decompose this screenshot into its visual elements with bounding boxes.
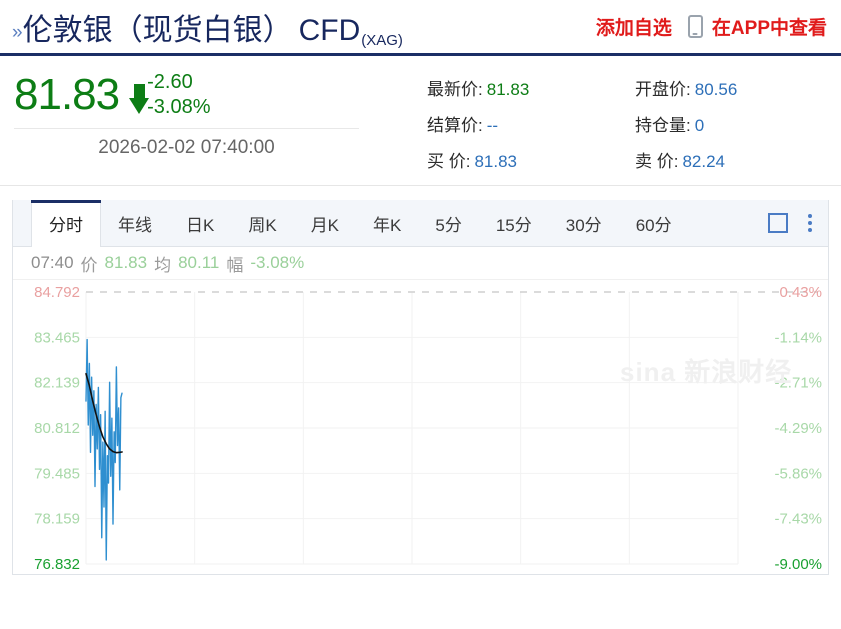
- field-value: 81.83: [486, 80, 530, 100]
- field-label: 持仓量:: [635, 115, 691, 135]
- tab-day-k[interactable]: 日K: [169, 200, 231, 246]
- field-bid-price: 买 价: 81.83: [415, 147, 623, 172]
- quote-time-wrap: 2026-02-02 07:40:00: [14, 128, 359, 159]
- tab-nianxian[interactable]: 年线: [101, 200, 169, 246]
- tab-label: 15分: [495, 215, 532, 235]
- last-price: 81.83: [14, 70, 120, 119]
- field-value: --: [486, 115, 499, 135]
- info-avg-value: 80.11: [178, 253, 220, 272]
- open-in-app-group[interactable]: 在APP中查看: [687, 13, 827, 40]
- fullscreen-icon[interactable]: [768, 213, 788, 233]
- quote-timestamp: 2026-02-02 07:40:00: [98, 137, 275, 158]
- field-label: 结算价:: [427, 115, 483, 135]
- quote-primary: 81.83 -2.60 -3.08% 2026-02-02 07:40:00: [0, 70, 415, 177]
- instrument-symbol: (XAG): [361, 31, 403, 49]
- quote-panel: 81.83 -2.60 -3.08% 2026-02-02 07:40:00 最…: [0, 56, 841, 186]
- tab-label: 60分: [635, 215, 672, 235]
- field-settlement-price: 结算价: --: [415, 111, 623, 136]
- tab-fenshi[interactable]: 分时: [31, 200, 101, 247]
- svg-text:78.159: 78.159: [34, 511, 80, 528]
- info-price-value: 81.83: [104, 253, 148, 272]
- instrument-name: 伦敦银（现货白银）: [22, 13, 293, 47]
- field-last-price: 最新价: 81.83: [415, 75, 623, 100]
- svg-text:0.43%: 0.43%: [779, 284, 822, 301]
- tab-30min[interactable]: 30分: [549, 200, 619, 246]
- tab-label: 年线: [118, 215, 152, 235]
- field-label: 卖 价:: [635, 151, 679, 171]
- chart-canvas: 84.792 0.43% 83.465 -1.14% 82.139 -2.71% 80.81…: [34, 284, 822, 573]
- svg-text:-7.43%: -7.43%: [774, 511, 822, 528]
- svg-text:-2.71%: -2.71%: [774, 375, 822, 392]
- tab-year-k[interactable]: 年K: [356, 200, 418, 246]
- field-open-price: 开盘价: 80.56: [623, 75, 831, 100]
- field-value: 82.24: [682, 151, 725, 171]
- double-chevron-right-icon: »: [12, 21, 22, 43]
- field-label: 开盘价:: [635, 80, 691, 100]
- info-pct-label: 幅: [226, 255, 244, 275]
- info-time: 07:40: [31, 253, 74, 272]
- tab-label: 5分: [435, 215, 462, 235]
- page-header: » 伦敦银（现货白银） CFD (XAG) 添加自选 在APP中查看: [0, 0, 841, 56]
- change-value: -2.60: [147, 71, 193, 93]
- tab-label: 日K: [186, 215, 215, 235]
- tab-label: 分时: [49, 216, 83, 235]
- change-group: -2.60 -3.08%: [147, 70, 210, 120]
- header-actions: 添加自选 在APP中查看: [596, 13, 827, 40]
- quote-fields: 最新价: 81.83 开盘价: 80.56 结算价: -- 持仓量: 0 买 价: 81.…: [415, 70, 841, 177]
- tab-60min[interactable]: 60分: [619, 200, 689, 246]
- chart-card: 分时 年线 日K 周K 月K 年K 5分 15分 30分 60分 07:40 价…: [12, 200, 829, 575]
- field-label: 最新价:: [427, 80, 483, 100]
- intraday-chart[interactable]: 84.792 0.43% 83.465 -1.14% 82.139 -2.71% 80.81…: [13, 280, 828, 574]
- more-vertical-icon[interactable]: [806, 212, 814, 234]
- instrument-title: » 伦敦银（现货白银） CFD (XAG): [12, 5, 403, 49]
- add-watchlist-button[interactable]: 添加自选: [595, 18, 672, 39]
- tab-5min[interactable]: 5分: [418, 200, 478, 246]
- chart-tabbar: 分时 年线 日K 周K 月K 年K 5分 15分 30分 60分: [13, 200, 828, 247]
- mobile-phone-icon: [687, 15, 703, 38]
- tab-label: 月K: [310, 215, 340, 235]
- field-label: 买 价:: [427, 151, 471, 171]
- price-row: 81.83 -2.60 -3.08%: [14, 70, 415, 120]
- svg-text:79.485: 79.485: [34, 465, 80, 482]
- svg-text:-4.29%: -4.29%: [774, 420, 822, 437]
- field-value: 81.83: [474, 151, 517, 171]
- chart-tools: [768, 200, 828, 246]
- svg-text:80.812: 80.812: [34, 420, 80, 437]
- field-open-interest: 持仓量: 0: [623, 111, 831, 136]
- svg-text:84.792: 84.792: [34, 284, 80, 301]
- tab-week-k[interactable]: 周K: [231, 200, 293, 246]
- info-avg-label: 均: [154, 255, 172, 275]
- tab-label: 周K: [248, 215, 277, 235]
- info-price-label: 价: [80, 255, 98, 275]
- svg-text:82.139: 82.139: [34, 375, 80, 392]
- svg-text:-5.86%: -5.86%: [774, 465, 822, 482]
- chart-info-line: 07:40 价 81.83 均 80.11 幅 -3.08%: [13, 247, 828, 280]
- tab-label: 30分: [565, 215, 602, 235]
- svg-text:76.832: 76.832: [34, 556, 80, 573]
- field-value: 80.56: [694, 80, 738, 100]
- tab-label: 年K: [373, 215, 402, 235]
- tab-month-k[interactable]: 月K: [294, 200, 356, 246]
- svg-text:83.465: 83.465: [34, 329, 80, 346]
- tab-15min[interactable]: 15分: [479, 200, 549, 246]
- svg-text:-9.00%: -9.00%: [774, 556, 822, 573]
- instrument-type: CFD: [298, 13, 361, 47]
- change-percent: -3.08%: [147, 96, 211, 118]
- field-value: 0: [694, 115, 705, 135]
- info-pct-value: -3.08%: [250, 253, 305, 272]
- view-in-app-link[interactable]: 在APP中查看: [711, 18, 827, 39]
- field-ask-price: 卖 价: 82.24: [623, 147, 831, 172]
- svg-text:-1.14%: -1.14%: [774, 329, 822, 346]
